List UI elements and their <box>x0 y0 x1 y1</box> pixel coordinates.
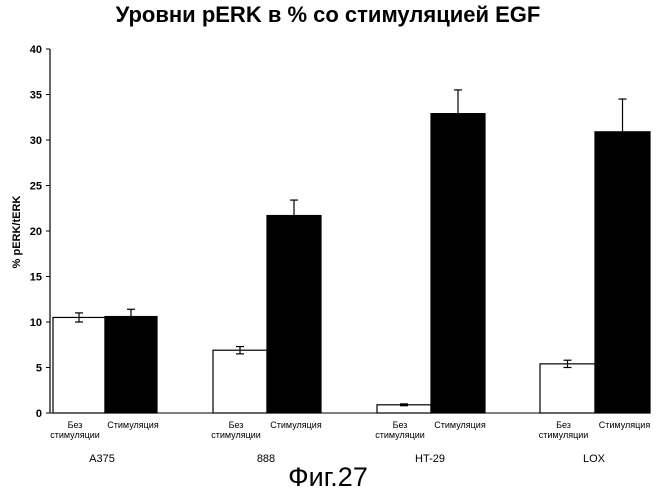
bar-label: стимуляции <box>539 430 589 440</box>
bars <box>53 90 650 413</box>
y-tick-label: 35 <box>30 90 42 102</box>
y-tick-label: 5 <box>36 363 42 375</box>
bar-a375-s0 <box>53 317 105 413</box>
y-axis-label: % pERK/tERK <box>11 196 23 269</box>
y-tick-label: 25 <box>30 181 42 193</box>
y-tick-label: 20 <box>30 226 42 238</box>
bar-label: Стимуляция <box>599 420 651 430</box>
bar-lox-s0 <box>540 364 595 413</box>
bar-888-s0 <box>213 350 267 413</box>
bar-label: Стимуляция <box>107 420 159 430</box>
bar-label: стимуляции <box>50 430 100 440</box>
bar-label: Стимуляция <box>434 420 486 430</box>
bar-label: Без <box>556 420 571 430</box>
y-tick-label: 30 <box>30 135 42 147</box>
bar-label: Стимуляция <box>270 420 322 430</box>
y-tick-label: 15 <box>30 272 42 284</box>
figure-caption: Фиг.27 <box>0 462 656 493</box>
y-tick-label: 40 <box>30 44 42 56</box>
x-labels: БезстимуляцииСтимуляцияA375Безстимуляции… <box>50 420 650 465</box>
bar-label: стимуляции <box>375 430 425 440</box>
y-tick-label: 10 <box>30 317 42 329</box>
bar-label: Без <box>393 420 408 430</box>
bar-label: Без <box>229 420 244 430</box>
bar-a375-s1 <box>105 317 157 413</box>
bar-888-s1 <box>267 216 321 413</box>
bar-label: Без <box>68 420 83 430</box>
bar-lox-s1 <box>595 132 650 413</box>
bar-label: стимуляции <box>211 430 261 440</box>
y-tick-label: 0 <box>36 408 42 420</box>
bar-ht29-s1 <box>431 114 485 413</box>
